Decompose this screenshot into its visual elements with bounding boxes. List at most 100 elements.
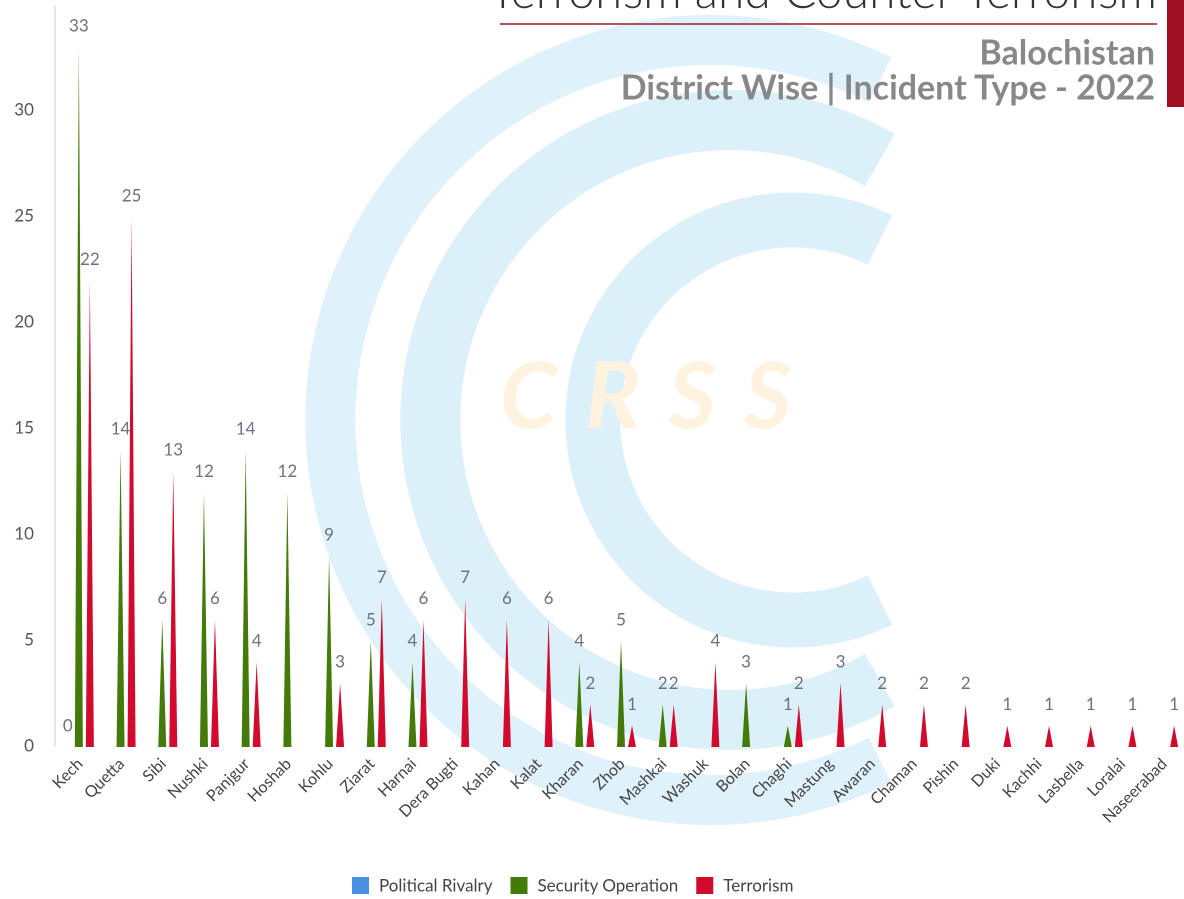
value-label: 6 [502,587,512,608]
bar [919,704,928,747]
value-label: 12 [194,460,214,481]
bar [711,662,720,747]
value-label: 4 [408,630,418,651]
bar [210,619,219,747]
legend-swatch [352,877,369,894]
bar [127,217,136,747]
value-label: 7 [377,566,387,587]
x-tick-label: Hoshab [244,754,296,806]
bar [325,556,334,747]
value-label: 1 [1002,693,1012,714]
title-accent [1167,0,1184,107]
value-label: 3 [335,651,345,672]
bar [199,492,208,747]
bar [628,725,636,747]
bar [794,704,803,747]
legend-label: Political Rivalry [379,874,493,895]
value-label: 2 [877,672,887,693]
bar [116,450,125,747]
legend-swatch [696,877,714,894]
y-tick-label: 10 [14,522,34,543]
x-tick-label: Pishin [919,754,962,797]
y-tick-label: 20 [14,310,34,331]
x-tick-label: Ziarat [336,754,378,796]
bar [366,641,375,747]
value-label: 1 [1128,693,1138,714]
y-tick-label: 30 [14,98,34,119]
bar [544,619,553,747]
y-tick-label: 25 [14,204,34,225]
value-label: 6 [157,587,167,608]
value-label: 4 [710,630,720,651]
legend-label: Terrorism [723,874,793,895]
bar [669,704,678,747]
watermark: C R S S [500,338,796,449]
bar [658,704,667,747]
bar [408,662,417,747]
value-label: 1 [627,693,637,714]
bar [169,471,178,747]
value-label: 33 [69,15,89,36]
value-label: 13 [163,439,183,460]
value-label: 0 [63,714,73,735]
y-tick-label: 15 [14,416,34,437]
bar [742,683,751,747]
x-tick-label: Panjgur [202,754,253,805]
bar [783,725,792,747]
y-tick-label: 0 [24,734,34,755]
bar [1086,725,1095,747]
value-label: 1 [1086,693,1096,714]
bar [241,450,250,747]
y-tick-label: 5 [24,628,34,649]
bar [1045,725,1054,747]
chart-subtitle: District Wise | Incident Type - 2022 [621,67,1155,108]
bar [1003,725,1012,747]
value-label: 2 [658,672,668,693]
x-tick-label: Lasbella [1034,754,1087,807]
value-label: 12 [278,460,298,481]
value-label: 3 [741,651,751,672]
value-label: 5 [366,608,376,629]
value-label: 1 [1169,693,1179,714]
bar [461,598,470,747]
bar [336,683,345,747]
chart-title: Terrorism and Counter Terrorism [489,0,1157,19]
bar [85,280,94,747]
x-tick-label: Sibi [139,754,170,785]
bar [617,641,625,747]
bar [74,47,83,747]
value-label: 2 [669,672,679,693]
chart-subtitle: Balochistan [979,32,1155,73]
bar [252,662,261,747]
bar [1128,725,1137,747]
value-label: 6 [419,587,429,608]
bar [377,598,386,747]
value-label: 1 [783,693,793,714]
bar [283,492,292,747]
value-label: 2 [919,672,929,693]
bar [878,704,887,747]
value-label: 14 [111,418,131,439]
value-label: 1 [1044,693,1054,714]
x-tick-label: Quetta [80,754,128,802]
bar [1170,725,1179,747]
value-label: 5 [616,608,626,629]
x-tick-label: Kech [48,754,86,792]
watermark-arcs [305,15,895,825]
value-label: 4 [252,630,262,651]
value-label: 25 [122,184,142,205]
value-label: 2 [961,672,971,693]
bar [836,683,845,747]
value-label: 2 [585,672,595,693]
value-label: 6 [544,587,554,608]
bar [158,619,167,747]
value-label: 2 [794,672,804,693]
legend-swatch [510,877,528,894]
bar [961,704,970,747]
value-label: 14 [236,418,256,439]
bar [586,704,595,747]
value-label: 6 [210,587,220,608]
x-tick-label: Kohlu [295,754,337,796]
